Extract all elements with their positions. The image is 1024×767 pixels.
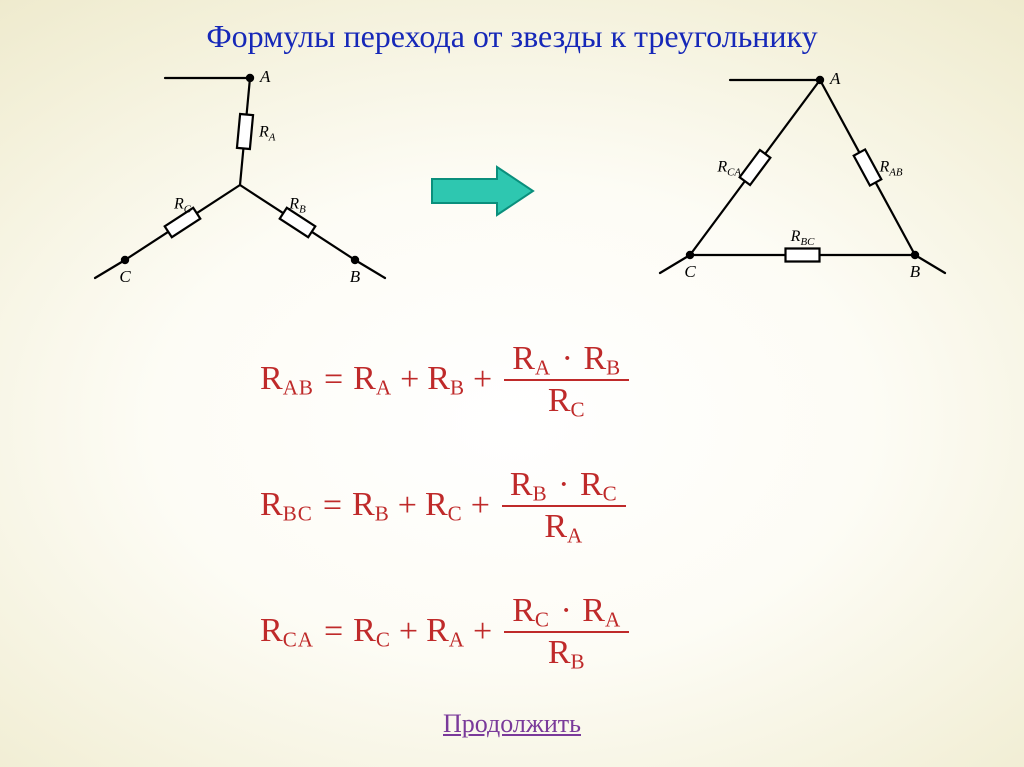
svg-text:RC: RC [173,196,192,216]
formula-fraction: RB · RCRA [502,465,626,548]
formula-term: RA [353,360,392,400]
continue-link-wrap: Продолжить [0,709,1024,739]
eq-sign: = [324,361,343,399]
formula-lhs: RCA [260,612,314,652]
svg-text:RAB: RAB [879,159,903,179]
continue-link[interactable]: Продолжить [443,709,581,738]
svg-text:B: B [910,262,921,281]
formula-fraction: RC · RARB [504,591,629,674]
formula-term: RA [426,612,465,652]
plus-sign: + [473,361,492,399]
delta-diagram: RAB RBC RCA A B C [635,60,965,295]
svg-text:RCA: RCA [716,159,741,179]
page-title: Формулы перехода от звезды к треугольник… [0,18,1024,55]
svg-text:C: C [684,262,696,281]
formula-term: RB [352,486,390,526]
formula-row-0: RAB=RA+RB+RA · RBRC [260,320,820,440]
slide: Формулы перехода от звезды к треугольник… [0,0,1024,767]
svg-text:RA: RA [258,124,276,144]
formula-lhs: RBC [260,486,313,526]
svg-text:RBC: RBC [790,228,815,248]
eq-sign: = [324,613,343,651]
svg-text:B: B [350,267,361,286]
svg-text:C: C [119,267,131,286]
plus-sign: + [471,487,490,525]
star-diagram: RARBRCABC [85,60,405,295]
svg-text:A: A [259,67,271,86]
formula-term: RC [425,486,463,526]
diagrams-region: RARBRCABC RABRBCRCAABC [0,60,1024,300]
svg-text:A: A [829,69,841,88]
plus-sign: + [399,613,418,651]
transform-arrow [430,165,540,224]
plus-sign: + [400,361,419,399]
formula-row-2: RCA=RC+RA+RC · RARB [260,572,820,692]
formula-row-1: RBC=RB+RC+RB · RCRA [260,446,820,566]
eq-sign: = [323,487,342,525]
plus-sign: + [473,613,492,651]
formula-fraction: RA · RBRC [504,339,629,422]
plus-sign: + [398,487,417,525]
formula-term: RB [427,360,465,400]
formula-lhs: RAB [260,360,314,400]
formula-term: RC [353,612,391,652]
formulas-block: RAB=RA+RB+RA · RBRCRBC=RB+RC+RB · RCRARC… [260,320,820,698]
